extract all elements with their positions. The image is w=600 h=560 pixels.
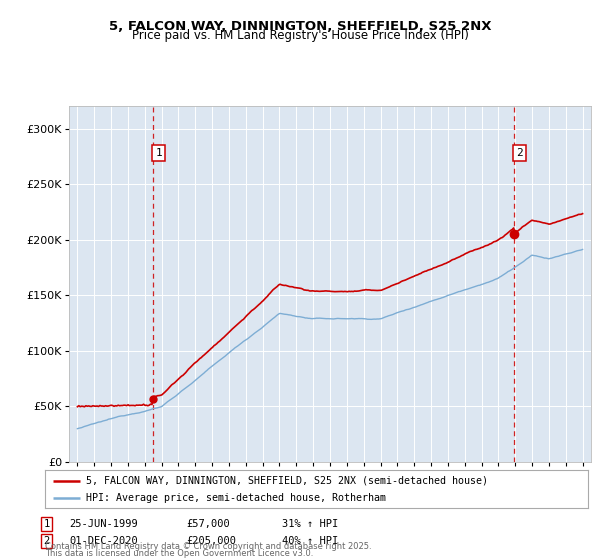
Text: 1: 1 xyxy=(44,519,50,529)
Text: 2: 2 xyxy=(44,536,50,546)
Text: HPI: Average price, semi-detached house, Rotherham: HPI: Average price, semi-detached house,… xyxy=(86,493,386,503)
Text: This data is licensed under the Open Government Licence v3.0.: This data is licensed under the Open Gov… xyxy=(45,549,313,558)
Text: 01-DEC-2020: 01-DEC-2020 xyxy=(69,536,138,546)
Text: Contains HM Land Registry data © Crown copyright and database right 2025.: Contains HM Land Registry data © Crown c… xyxy=(45,542,371,551)
Text: 2: 2 xyxy=(517,148,523,157)
Text: £205,000: £205,000 xyxy=(186,536,236,546)
Text: Price paid vs. HM Land Registry's House Price Index (HPI): Price paid vs. HM Land Registry's House … xyxy=(131,29,469,42)
Text: 5, FALCON WAY, DINNINGTON, SHEFFIELD, S25 2NX: 5, FALCON WAY, DINNINGTON, SHEFFIELD, S2… xyxy=(109,20,491,32)
Text: £57,000: £57,000 xyxy=(186,519,230,529)
Text: 31% ↑ HPI: 31% ↑ HPI xyxy=(282,519,338,529)
Text: 1: 1 xyxy=(155,148,162,157)
Text: 25-JUN-1999: 25-JUN-1999 xyxy=(69,519,138,529)
Text: 40% ↑ HPI: 40% ↑ HPI xyxy=(282,536,338,546)
Text: 5, FALCON WAY, DINNINGTON, SHEFFIELD, S25 2NX (semi-detached house): 5, FALCON WAY, DINNINGTON, SHEFFIELD, S2… xyxy=(86,475,488,486)
